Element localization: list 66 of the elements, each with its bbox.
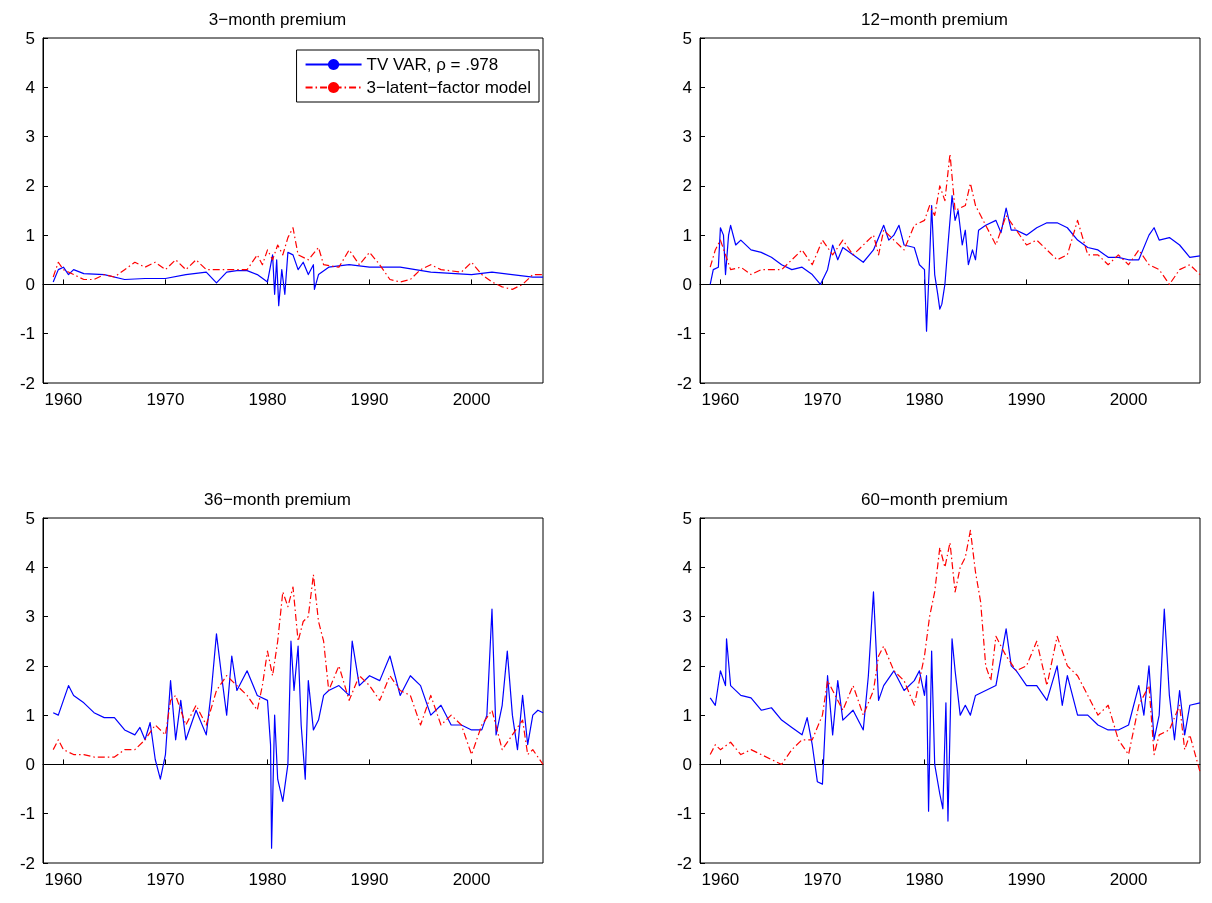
y-tick-label: -2 xyxy=(19,853,35,873)
chart-title: 60−month premium xyxy=(861,490,1008,509)
line-series xyxy=(52,227,544,290)
y-tick-label: 4 xyxy=(25,557,35,577)
y-tick-label: 1 xyxy=(25,225,35,245)
line-series xyxy=(52,608,544,849)
y-tick-label: -1 xyxy=(19,324,35,344)
y-tick-label: -2 xyxy=(676,853,692,873)
x-tick-label: 1980 xyxy=(905,390,944,409)
x-tick-label: 1960 xyxy=(44,870,83,889)
line-series xyxy=(52,251,544,307)
legend-label: 3−latent−factor model xyxy=(366,78,532,97)
x-tick-label: 1980 xyxy=(248,870,287,889)
line-series xyxy=(709,591,1201,822)
chart-title: 12−month premium xyxy=(861,10,1008,29)
y-tick-label: 5 xyxy=(682,508,692,528)
y-tick-label: 4 xyxy=(682,77,692,97)
y-tick-label: 0 xyxy=(25,274,35,294)
y-tick-label: 3 xyxy=(25,607,35,627)
y-tick-label: 2 xyxy=(25,176,35,196)
legend-label: TV VAR, ρ = .978 xyxy=(366,55,499,74)
y-tick-label: 3 xyxy=(682,607,692,627)
chart-title: 36−month premium xyxy=(204,490,351,509)
x-tick-label: 1990 xyxy=(1007,870,1046,889)
y-tick-label: 5 xyxy=(25,28,35,48)
y-tick-label: -1 xyxy=(676,804,692,824)
x-tick-label: 1970 xyxy=(803,870,842,889)
x-tick-label: 2000 xyxy=(1109,870,1148,889)
x-tick-label: 2000 xyxy=(452,870,491,889)
x-tick-label: 1970 xyxy=(146,390,185,409)
x-tick-label: 2000 xyxy=(452,390,491,409)
y-tick-label: -1 xyxy=(19,804,35,824)
x-tick-label: 1960 xyxy=(701,870,740,889)
x-tick-label: 1990 xyxy=(350,870,389,889)
y-tick-label: 0 xyxy=(682,274,692,294)
y-tick-label: 1 xyxy=(682,225,692,245)
y-tick-label: 5 xyxy=(25,508,35,528)
y-tick-label: 5 xyxy=(682,28,692,48)
x-tick-label: 1990 xyxy=(350,390,389,409)
y-tick-label: -1 xyxy=(676,324,692,344)
y-tick-label: 2 xyxy=(682,176,692,196)
x-tick-label: 2000 xyxy=(1109,390,1148,409)
x-tick-label: 1960 xyxy=(701,390,740,409)
line-series xyxy=(709,529,1201,773)
x-tick-label: 1970 xyxy=(803,390,842,409)
y-tick-label: -2 xyxy=(19,373,35,393)
y-tick-label: 2 xyxy=(25,656,35,676)
y-tick-label: 1 xyxy=(25,705,35,725)
line-series xyxy=(709,153,1201,286)
y-tick-label: 0 xyxy=(682,754,692,774)
y-tick-label: 4 xyxy=(25,77,35,97)
y-tick-label: -2 xyxy=(676,373,692,393)
x-tick-label: 1960 xyxy=(44,390,83,409)
y-tick-label: 2 xyxy=(682,656,692,676)
x-tick-label: 1980 xyxy=(905,870,944,889)
y-tick-label: 4 xyxy=(682,557,692,577)
x-tick-label: 1980 xyxy=(248,390,287,409)
y-tick-label: 3 xyxy=(682,127,692,147)
line-series xyxy=(709,195,1201,332)
chart-title: 3−month premium xyxy=(208,10,347,29)
x-tick-label: 1990 xyxy=(1007,390,1046,409)
line-series xyxy=(52,574,544,766)
y-tick-label: 3 xyxy=(25,127,35,147)
y-tick-label: 0 xyxy=(25,754,35,774)
x-tick-label: 1970 xyxy=(146,870,185,889)
y-tick-label: 1 xyxy=(682,705,692,725)
